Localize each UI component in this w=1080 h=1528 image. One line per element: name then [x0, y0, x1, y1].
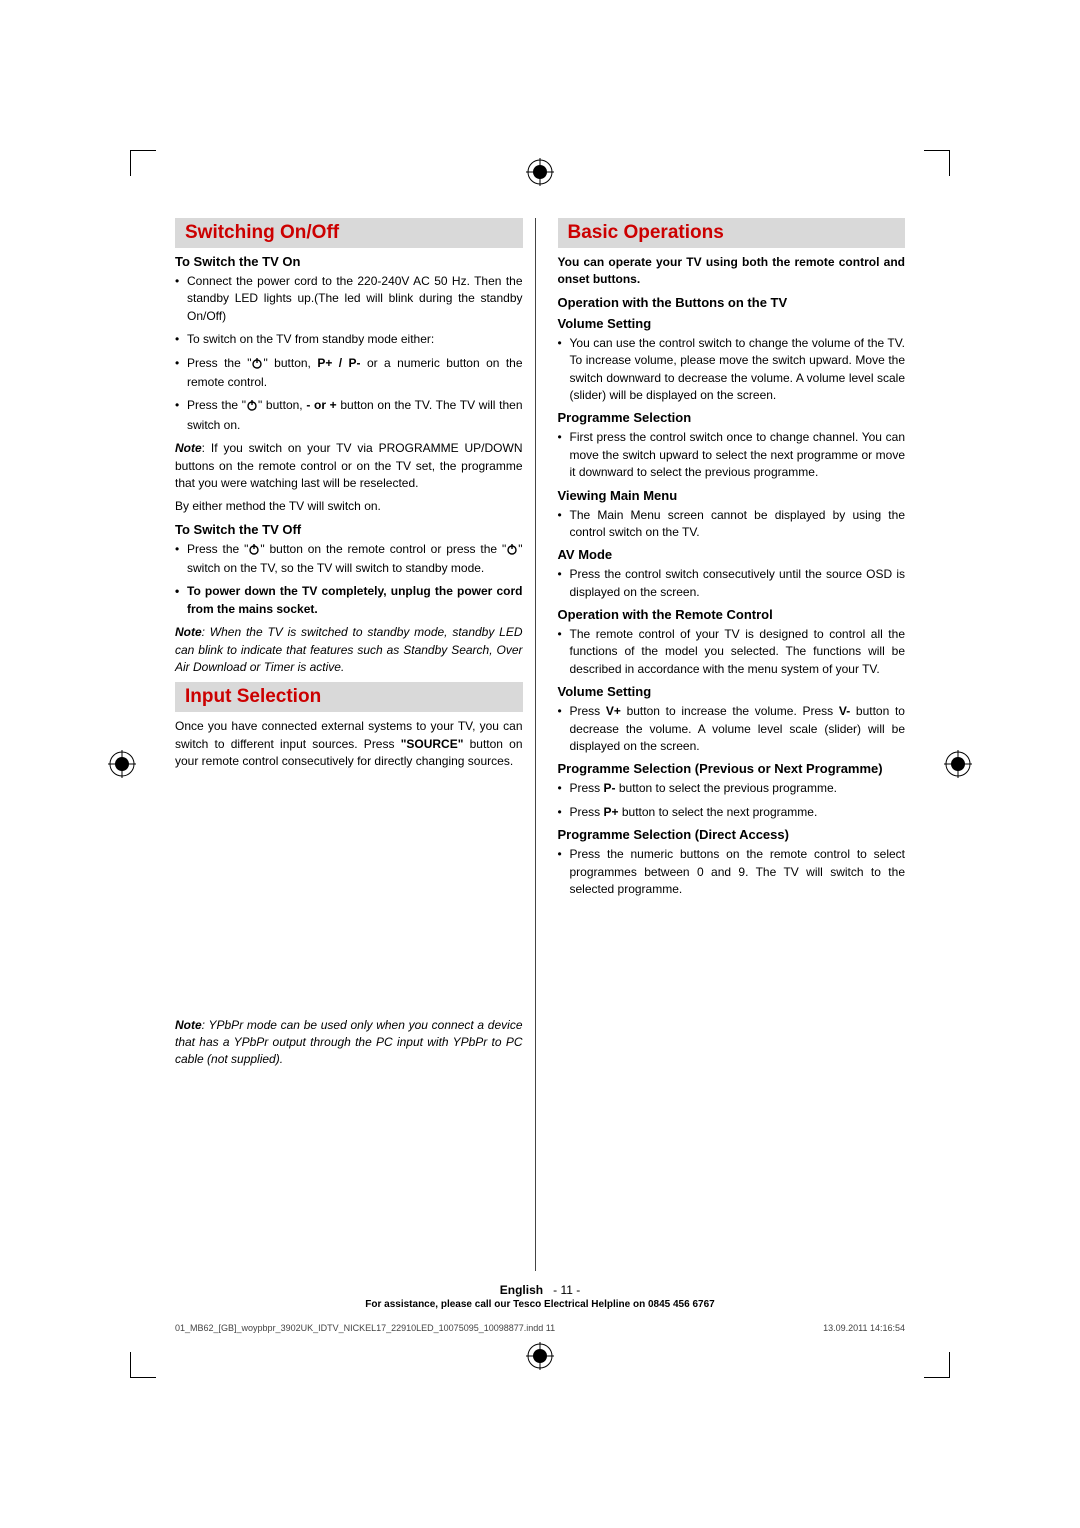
text: : If you switch on your TV via PROGRAMME… [175, 441, 523, 490]
text-bold: V- [839, 704, 850, 718]
print-metadata-line: 01_MB62_[GB]_woypbpr_3902UK_IDTV_NICKEL1… [175, 1323, 905, 1333]
footer-language: English [500, 1283, 543, 1297]
list-item: Press the control switch consecutively u… [558, 566, 906, 601]
text-bold: "SOURCE" [401, 737, 464, 751]
text: : YPbPr mode can be used only when you c… [175, 1018, 523, 1067]
crop-mark [130, 150, 156, 176]
list-item: Press the "" button, P+ / P- or a numeri… [175, 355, 523, 392]
intro-bold: You can operate your TV using both the r… [558, 254, 906, 289]
list-item: First press the control switch once to c… [558, 429, 906, 481]
subhead-remote-ops: Operation with the Remote Control [558, 607, 906, 622]
list-item: Press V+ button to increase the volume. … [558, 703, 906, 755]
list-item: The remote control of your TV is designe… [558, 626, 906, 678]
note-label: Note [175, 1018, 202, 1032]
subhead-switch-on: To Switch the TV On [175, 254, 523, 269]
right-column: Basic Operations You can operate your TV… [554, 218, 906, 1271]
text: button to select the previous programme. [616, 781, 837, 795]
crop-mark [924, 1352, 950, 1378]
text-bold: V+ [606, 704, 621, 718]
power-icon [246, 399, 258, 416]
list-item: The Main Menu screen cannot be displayed… [558, 507, 906, 542]
text-bold: P+ / P- [317, 356, 360, 370]
text: " button, [258, 398, 306, 412]
power-icon [251, 357, 263, 374]
registration-mark-icon [526, 1342, 554, 1370]
list-item: Press the "" button, - or + button on th… [175, 397, 523, 434]
power-icon [506, 543, 518, 560]
text: " button on the remote control or press … [260, 542, 506, 556]
list-item-bold: To power down the TV completely, unplug … [175, 583, 523, 618]
section-title-input: Input Selection [175, 682, 523, 712]
text: button to increase the volume. Press [621, 704, 839, 718]
footer-lang-page: English - 11 - [175, 1283, 905, 1297]
registration-mark-icon [108, 750, 136, 778]
list-switch-on: Connect the power cord to the 220-240V A… [175, 273, 523, 434]
page-footer: English - 11 - For assistance, please ca… [175, 1271, 905, 1310]
paragraph: By either method the TV will switch on. [175, 498, 523, 515]
text: Press [570, 704, 606, 718]
text: " button, [263, 356, 317, 370]
registration-mark-icon [944, 750, 972, 778]
section-title-switching: Switching On/Off [175, 218, 523, 248]
list-item: Press the " " button on the remote contro… [175, 541, 523, 578]
text: Press [570, 781, 604, 795]
power-icon [248, 543, 260, 560]
list-switch-off: Press the " " button on the remote contro… [175, 541, 523, 619]
note-paragraph: Note: When the TV is switched to standby… [175, 624, 523, 676]
subhead-volume-2: Volume Setting [558, 684, 906, 699]
list-item: To switch on the TV from standby mode ei… [175, 331, 523, 348]
left-column: Switching On/Off To Switch the TV On Con… [175, 218, 536, 1271]
list-item: Press the numeric buttons on the remote … [558, 846, 906, 898]
subhead-main-menu: Viewing Main Menu [558, 488, 906, 503]
crop-mark [924, 150, 950, 176]
text-bold: P- [604, 781, 616, 795]
note-paragraph: Note: If you switch on your TV via PROGR… [175, 440, 523, 492]
subhead-prog-direct: Programme Selection (Direct Access) [558, 827, 906, 842]
text: : When the TV is switched to standby mod… [175, 625, 523, 674]
list-item: Press P+ button to select the next progr… [558, 804, 906, 821]
list-item: Press P- button to select the previous p… [558, 780, 906, 797]
crop-mark [130, 1352, 156, 1378]
page-body: Switching On/Off To Switch the TV On Con… [175, 218, 905, 1310]
list-item: Connect the power cord to the 220-240V A… [175, 273, 523, 325]
text: Press the " [187, 356, 251, 370]
text: Press the " [187, 398, 246, 412]
note-paragraph: Note: YPbPr mode can be used only when y… [175, 1017, 523, 1069]
subhead-av-mode: AV Mode [558, 547, 906, 562]
print-file-name: 01_MB62_[GB]_woypbpr_3902UK_IDTV_NICKEL1… [175, 1323, 555, 1333]
text-bold: - or + [306, 398, 336, 412]
paragraph: Once you have connected external systems… [175, 718, 523, 770]
subhead-ops-tv: Operation with the Buttons on the TV [558, 295, 906, 310]
subhead-volume: Volume Setting [558, 316, 906, 331]
subhead-programme: Programme Selection [558, 410, 906, 425]
text-bold: P+ [604, 805, 619, 819]
text: button to select the next programme. [619, 805, 818, 819]
subhead-prog-prevnext: Programme Selection (Previous or Next Pr… [558, 761, 906, 776]
note-label: Note [175, 441, 202, 455]
text: Press the " [187, 542, 248, 556]
registration-mark-icon [526, 158, 554, 186]
section-title-basic: Basic Operations [558, 218, 906, 248]
subhead-switch-off: To Switch the TV Off [175, 522, 523, 537]
footer-page-number: - 11 - [553, 1283, 580, 1297]
text: Press [570, 805, 604, 819]
note-label: Note [175, 625, 202, 639]
list-item: You can use the control switch to change… [558, 335, 906, 405]
print-timestamp: 13.09.2011 14:16:54 [823, 1323, 905, 1333]
footer-helpline: For assistance, please call our Tesco El… [175, 1299, 905, 1310]
